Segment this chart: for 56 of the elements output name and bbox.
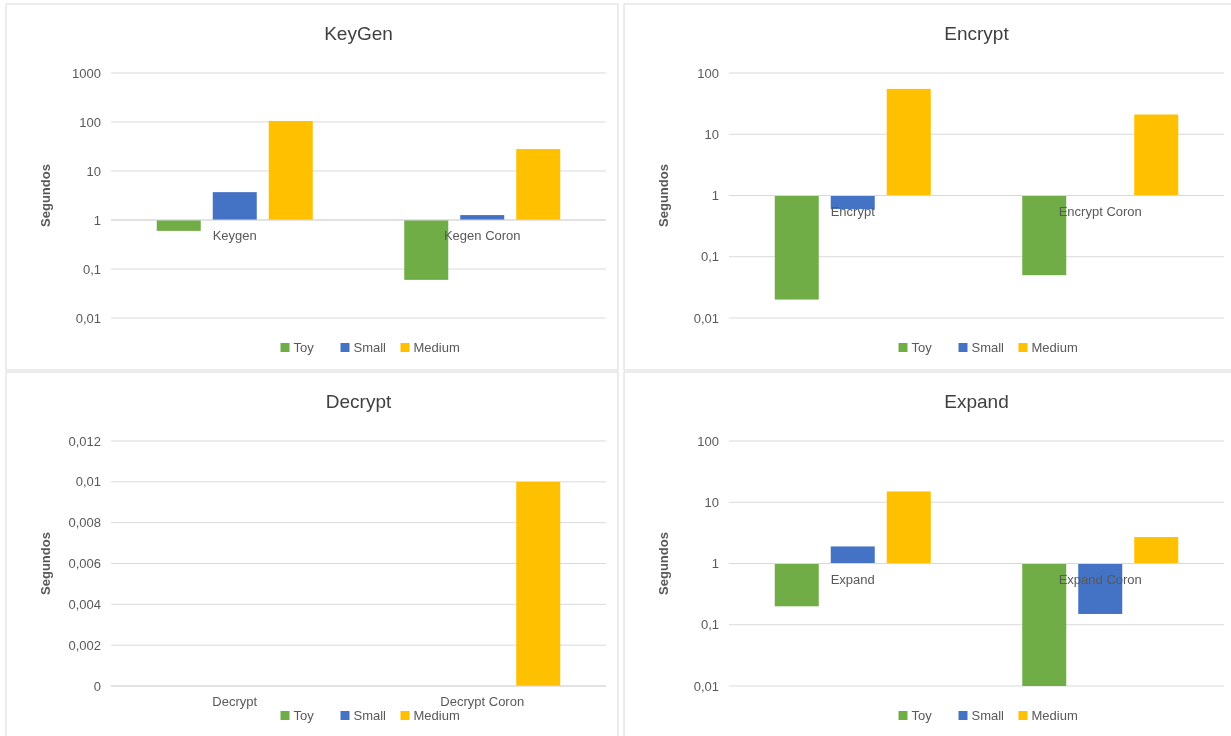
y-tick-label: 10 [86, 163, 101, 179]
y-tick-label: 0,01 [75, 474, 101, 490]
legend-label: Small [971, 340, 1005, 355]
y-tick-label: 0,004 [68, 596, 101, 612]
y-tick-label: 100 [697, 433, 719, 449]
chart-title: Expand [944, 391, 1009, 412]
y-tick-label: 10 [704, 494, 719, 510]
bar [830, 546, 875, 564]
legend-label: Small [971, 708, 1005, 723]
y-tick-label: 0,006 [68, 556, 101, 571]
legend-label: Toy [911, 708, 933, 723]
y-axis-title: Segundos [656, 164, 671, 227]
legend-label: Small [353, 340, 387, 355]
legend-label: Medium [413, 340, 460, 355]
bar [1134, 114, 1179, 196]
bar [516, 149, 561, 220]
x-tick-label: Keygen [212, 228, 257, 243]
bar [268, 120, 313, 220]
y-tick-label: 1000 [72, 65, 101, 81]
bar [774, 563, 819, 607]
y-tick-label: 1 [711, 556, 719, 571]
y-tick-label: 0 [93, 678, 101, 694]
y-tick-label: 1 [93, 212, 101, 228]
y-tick-label: 0,01 [75, 310, 101, 326]
bar [1134, 537, 1179, 564]
legend-label: Toy [293, 340, 315, 355]
chart-title: KeyGen [324, 23, 393, 44]
bar [886, 88, 931, 196]
y-axis-title: Segundos [38, 164, 53, 227]
legend-label: Medium [1031, 708, 1078, 723]
legend-label: Medium [1031, 340, 1078, 355]
y-tick-label: 0,1 [82, 261, 101, 277]
y-tick-label: 10 [704, 126, 719, 142]
y-tick-label: 100 [79, 114, 101, 130]
bar [774, 195, 819, 300]
y-tick-label: 0,012 [68, 433, 101, 449]
x-tick-label: Decrypt Coron [440, 694, 525, 709]
y-axis-title: Segundos [38, 532, 53, 595]
bar [156, 220, 201, 231]
y-tick-label: 0,01 [693, 678, 719, 694]
chart-title: Decrypt [325, 391, 392, 412]
bar [886, 491, 931, 564]
y-tick-label: 0,002 [68, 637, 101, 653]
bar [212, 192, 257, 220]
y-tick-label: 0,1 [700, 617, 719, 633]
y-axis-title: Segundos [656, 532, 671, 595]
legend-label: Medium [413, 708, 460, 723]
legend-label: Small [353, 708, 387, 723]
y-tick-label: 0,1 [700, 249, 719, 265]
y-tick-label: 100 [697, 65, 719, 81]
chart-title: Encrypt [944, 23, 1010, 44]
legend-label: Toy [911, 340, 933, 355]
legend-label: Toy [293, 708, 315, 723]
y-tick-label: 0,01 [693, 310, 719, 326]
y-tick-label: 1 [711, 188, 719, 203]
y-tick-label: 0,008 [68, 515, 101, 531]
